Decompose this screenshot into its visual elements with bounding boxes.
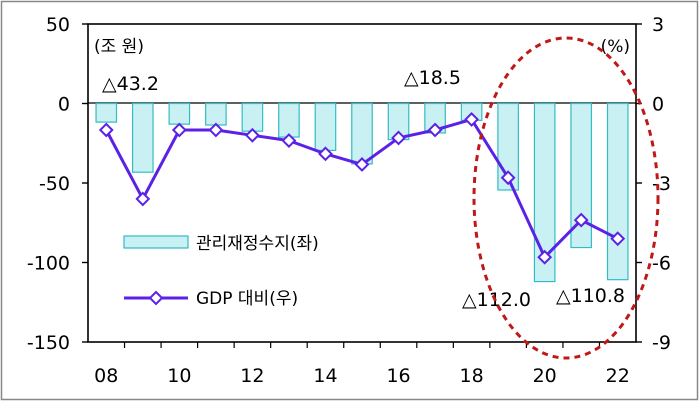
- legend-line-marker: [148, 290, 164, 306]
- x-tick-label: 12: [240, 365, 264, 387]
- marker-14: [318, 146, 333, 162]
- left-tick-label: 50: [46, 14, 70, 36]
- marker-13: [281, 133, 297, 149]
- bar-12: [241, 102, 264, 132]
- bar-14: [314, 102, 337, 152]
- x-tick-label: 22: [606, 365, 630, 387]
- bar-13: [278, 102, 300, 138]
- legend-bar-swatch: [123, 235, 189, 249]
- bar-series: [95, 102, 629, 283]
- left-tick-label: 0: [58, 94, 70, 116]
- x-tick-label: 08: [94, 365, 118, 387]
- right-tick-label: -6: [652, 253, 671, 275]
- right-tick-label: 0: [652, 94, 664, 116]
- x-tick-label: 18: [460, 365, 484, 387]
- left-axis-ticks: 50 0 -50 -100 -150: [27, 14, 88, 354]
- marker-17: [427, 122, 443, 138]
- bar-09: [131, 102, 154, 173]
- bar-10: [168, 102, 191, 125]
- marker-20: [537, 249, 553, 265]
- bar-11: [205, 102, 227, 126]
- right-axis-ticks: 3 0 -3 -6 -9: [636, 14, 671, 354]
- right-tick-label: -9: [652, 332, 671, 354]
- callout-2022: △110.8: [556, 285, 625, 307]
- legend-bar-label: 관리재정수지(좌): [196, 234, 319, 254]
- marker-08: [98, 122, 114, 138]
- left-tick-label: -150: [27, 332, 70, 354]
- marker-21: [573, 212, 589, 228]
- legend: 관리재정수지(좌) GDP 대비(우): [123, 234, 319, 309]
- left-tick-label: -50: [39, 173, 70, 195]
- left-tick-label: -100: [27, 253, 70, 275]
- bar-15: [351, 102, 373, 165]
- callout-2018: △18.5: [404, 67, 461, 89]
- marker-10: [171, 122, 187, 138]
- right-tick-label: -3: [652, 173, 671, 195]
- x-axis-ticks: 08 10 12 14 16 18 20 22: [94, 342, 630, 387]
- marker-16: [391, 130, 406, 146]
- marker-18: [464, 111, 480, 127]
- marker-22: [610, 231, 626, 247]
- highlight-ellipse: [472, 36, 660, 360]
- bar-20: [533, 102, 556, 283]
- marker-09: [135, 191, 151, 207]
- x-tick-label: 10: [167, 365, 191, 387]
- line-series: [98, 111, 626, 265]
- bar-21: [570, 102, 593, 249]
- marker-11: [208, 122, 224, 138]
- x-tick-label: 14: [313, 365, 337, 387]
- left-axis-unit: (조 원): [94, 37, 144, 57]
- bar-08: [95, 102, 118, 123]
- x-tick-label: 16: [386, 365, 410, 387]
- marker-15: [354, 157, 370, 172]
- legend-line-label: GDP 대비(우): [196, 289, 298, 309]
- right-axis-unit: (%): [601, 37, 630, 57]
- right-tick-label: 3: [652, 14, 664, 36]
- callout-2009: △43.2: [102, 73, 159, 95]
- marker-19: [500, 170, 516, 186]
- marker-12: [244, 127, 260, 143]
- x-tick-label: 20: [533, 365, 557, 387]
- bar-22: [606, 102, 629, 281]
